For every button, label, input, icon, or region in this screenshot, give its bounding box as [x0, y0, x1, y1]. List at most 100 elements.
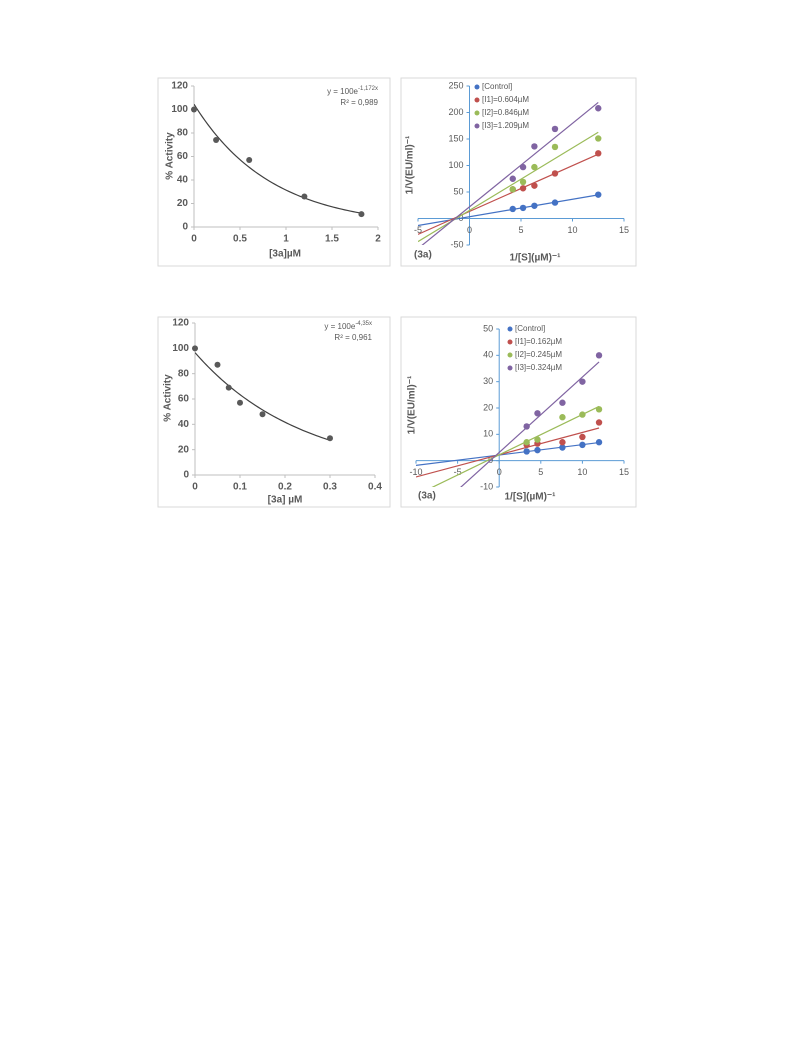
data-point	[192, 345, 198, 352]
legend-marker	[474, 123, 480, 129]
data-point	[519, 204, 527, 212]
equation: y = 100e-4,35x	[324, 321, 372, 332]
data-point	[237, 399, 243, 406]
trendline	[194, 103, 362, 214]
y-tick-label: 100	[172, 343, 189, 354]
equation-base: y = 100e	[324, 322, 355, 331]
x-tick-label: 0.3	[323, 482, 337, 493]
data-point	[551, 170, 559, 177]
data-point	[301, 193, 308, 200]
data-point	[531, 143, 538, 150]
data-point	[191, 106, 197, 113]
data-point	[523, 439, 530, 446]
data-point	[551, 143, 559, 151]
data-point	[559, 399, 566, 406]
data-point	[551, 199, 559, 206]
data-point	[595, 419, 603, 426]
x-tick-label: 0.1	[233, 482, 247, 493]
trendlines	[418, 102, 599, 245]
legend-label: [I1]=0.162µM	[515, 337, 562, 346]
legend-label: [Control]	[482, 82, 512, 91]
legend-marker	[507, 365, 513, 371]
legend-label: [I1]=0.604µM	[482, 95, 529, 104]
y-tick-label: 80	[177, 128, 189, 139]
y-tick-label: -50	[450, 239, 463, 249]
chart: -1001020304050-10-50510151/V(EU/ml)⁻¹1/[…	[400, 316, 637, 508]
trendlines	[194, 103, 362, 214]
data-point	[246, 157, 253, 164]
x-tick-label: 2	[375, 234, 381, 245]
chart-frame	[400, 316, 637, 508]
x-tick-label: 15	[619, 225, 629, 235]
x-tick-label: 5	[538, 467, 543, 477]
legend-label: [I2]=0.245µM	[515, 350, 562, 359]
x-tick-label: 1	[283, 234, 289, 245]
data-point	[595, 439, 603, 446]
data-point	[531, 202, 538, 209]
x-tick-label: 5	[518, 225, 523, 235]
y-tick-label: 60	[178, 394, 190, 405]
data-point	[225, 384, 232, 391]
trendline	[416, 427, 600, 478]
x-axis-label: 1/[S](µM)⁻¹	[504, 492, 556, 503]
data-point	[534, 446, 541, 454]
r-squared: R² = 0,961	[334, 333, 372, 342]
x-tick-label: -5	[454, 467, 462, 477]
data-point	[595, 191, 602, 198]
y-axis-label: % Activity	[165, 132, 176, 180]
y-tick-label: 150	[448, 133, 463, 143]
data-point	[523, 448, 530, 455]
data-point	[595, 352, 603, 359]
y-tick-label: 0	[183, 470, 189, 481]
data-point	[559, 444, 566, 451]
legend-marker	[474, 97, 480, 103]
trendline	[421, 102, 599, 245]
data-point	[579, 411, 586, 418]
y-tick-label: 20	[483, 402, 493, 412]
x-axis-label: [3a]µM	[269, 249, 301, 260]
x-tick-label: 1.5	[325, 234, 339, 245]
legend-marker	[507, 339, 513, 345]
legend-marker	[474, 84, 480, 90]
legend-label: [I3]=1.209µM	[482, 121, 529, 130]
y-tick-label: 250	[448, 80, 463, 90]
data-point	[213, 137, 220, 144]
y-tick-label: 60	[177, 151, 189, 162]
y-tick-label: 40	[178, 419, 190, 430]
y-tick-label: 0	[182, 222, 188, 233]
y-tick-label: 200	[448, 107, 463, 117]
x-tick-label: 10	[567, 225, 577, 235]
x-tick-label: 15	[619, 467, 629, 477]
chart: 0 20 40 60 80 100 120 0 0.5 1 1.5 2 % Activity [3a]µM…	[157, 77, 391, 267]
equation-exponent: -4,35x	[355, 321, 372, 327]
data-point	[519, 178, 527, 186]
x-tick-label: 0	[192, 482, 198, 493]
data-point	[579, 378, 586, 385]
x-tick-label: -10	[409, 467, 422, 477]
y-tick-label: 50	[483, 323, 493, 333]
x-tick-label: -5	[414, 225, 422, 235]
trendline	[418, 153, 599, 235]
data-point	[509, 186, 516, 193]
x-tick-label: 10	[577, 467, 587, 477]
trendline	[460, 361, 600, 487]
chart-frame	[157, 316, 391, 508]
r-squared: R² = 0,989	[340, 98, 378, 107]
y-tick-label: 120	[172, 318, 189, 329]
y-tick-label: 50	[453, 186, 463, 196]
data-point	[509, 175, 516, 182]
x-axis-label: [3a] µM	[268, 495, 303, 506]
annotation: (3a)	[414, 250, 432, 261]
data-point	[579, 433, 586, 441]
y-tick-label: 40	[483, 350, 493, 360]
data-point	[579, 441, 586, 449]
data-point	[358, 211, 365, 218]
data-point	[534, 436, 541, 443]
x-tick-label: 0	[467, 225, 472, 235]
y-tick-label: 100	[171, 104, 188, 115]
legend-marker	[474, 110, 480, 116]
legend-label: [Control]	[515, 324, 545, 333]
x-tick-label: 0	[497, 467, 502, 477]
data-point	[595, 150, 602, 157]
